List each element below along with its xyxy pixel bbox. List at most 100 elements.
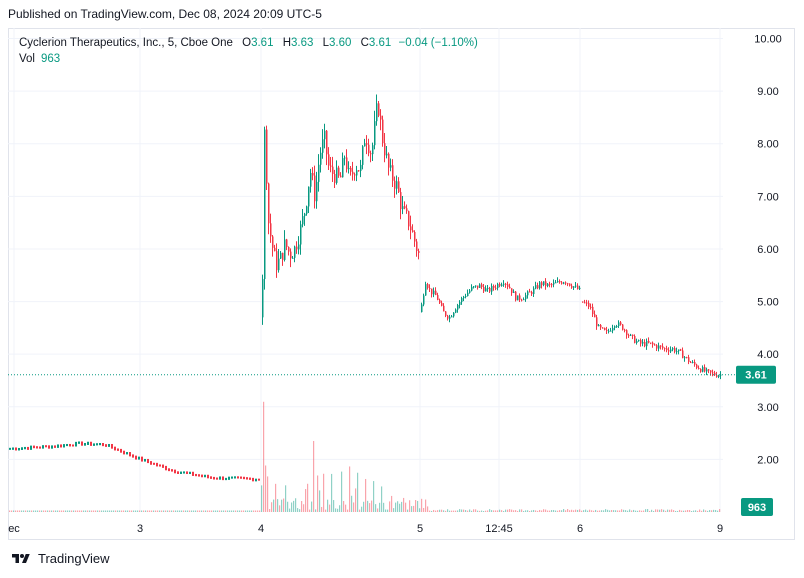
candle: [549, 283, 551, 285]
volume-bar: [547, 510, 549, 512]
volume-bar: [289, 508, 291, 512]
volume-bar: [703, 509, 705, 512]
candle: [666, 348, 668, 351]
volume-bar: [105, 510, 107, 512]
volume-bar: [623, 509, 625, 512]
volume-bar: [33, 510, 35, 512]
volume-bar: [169, 510, 171, 512]
volume-bar: [535, 510, 537, 512]
candle: [636, 341, 638, 343]
volume-bar: [285, 485, 287, 512]
volume-bar: [615, 510, 617, 512]
candle: [384, 143, 386, 156]
volume-bar: [369, 503, 371, 512]
volume-bar: [655, 509, 657, 512]
price-chart[interactable]: 10.00 9.00 8.00 7.00 6.00 5.00 4.00 3.00 2.00 ec…: [8, 28, 795, 540]
volume-bar: [343, 500, 345, 512]
volume-bar: [481, 510, 483, 512]
candle: [624, 329, 626, 331]
price-axis[interactable]: 10.00 9.00 8.00 7.00 6.00 5.00 4.00 3.00 2.00: [754, 34, 782, 467]
candle: [165, 465, 167, 471]
candle: [380, 115, 382, 120]
candle: [602, 327, 604, 329]
volume-bar: [589, 509, 591, 512]
candle: [533, 288, 535, 295]
volume-bar: [549, 510, 551, 512]
volume-bar: [707, 510, 709, 512]
candle: [286, 239, 288, 248]
volume-bar: [653, 510, 655, 512]
candle: [425, 284, 427, 296]
volume-bar: [529, 510, 531, 512]
volume-bar: [195, 510, 197, 512]
volume-bar: [335, 508, 337, 512]
candle: [252, 477, 254, 482]
volume-bar: [211, 510, 213, 512]
candle: [447, 315, 449, 319]
low-value: 3.60: [329, 37, 352, 49]
candle: [243, 476, 245, 480]
volume-bar: [563, 509, 565, 512]
chart-frame: [8, 28, 795, 540]
volume-bar: [65, 510, 67, 512]
volume-bar: [279, 505, 281, 512]
candle: [483, 286, 485, 292]
candle: [670, 349, 672, 352]
volume-bar: [671, 509, 673, 512]
candle: [12, 447, 14, 450]
candle: [204, 474, 206, 478]
volume-bar: [683, 510, 685, 512]
volume-bar: [167, 510, 169, 512]
candle: [168, 468, 170, 472]
low-label: L: [322, 37, 329, 49]
volume-bar: [637, 510, 639, 512]
candle: [481, 284, 483, 287]
volume-bar: [633, 509, 635, 512]
volume-bar: [431, 510, 433, 512]
volume-bar: [469, 509, 471, 512]
footer-brand-label: TradingView: [38, 551, 110, 566]
candle: [555, 282, 557, 284]
volume-bar: [395, 502, 397, 512]
candle: [183, 471, 185, 474]
volume-bar: [641, 510, 643, 512]
time-axis[interactable]: ec 3 4 5 12:45 6 9: [8, 523, 723, 535]
volume-bar: [687, 509, 689, 512]
volume-bar: [71, 510, 73, 512]
candle: [455, 309, 457, 313]
volume-bar: [217, 510, 219, 512]
volume-bar: [567, 509, 569, 512]
candle: [527, 291, 529, 296]
candle: [316, 181, 318, 202]
candle: [650, 342, 652, 344]
candle: [258, 478, 260, 481]
volume-bar: [429, 510, 431, 512]
volume-bar: [521, 509, 523, 512]
candle: [531, 291, 533, 295]
volume-bar: [247, 510, 249, 512]
volume-bar: [253, 510, 255, 512]
candle: [404, 206, 406, 209]
candle: [445, 311, 447, 316]
time-tick-label: 3: [137, 523, 143, 535]
candle: [334, 173, 336, 183]
footer-brand[interactable]: TradingView: [10, 551, 110, 566]
volume-bar: [139, 510, 141, 512]
candle: [628, 335, 630, 337]
candle: [680, 349, 682, 351]
candle: [475, 285, 477, 287]
volume-bar: [507, 509, 509, 512]
candle: [406, 208, 408, 212]
volume-bar: [449, 510, 451, 512]
volume-bar: [267, 476, 269, 512]
candle: [559, 281, 561, 283]
volume-bar: [577, 509, 579, 512]
candle: [111, 443, 113, 449]
last-price-badge: 3.61: [736, 365, 776, 384]
candle: [102, 442, 104, 447]
candle: [39, 446, 41, 449]
volume-bar: [527, 510, 529, 512]
candle: [499, 284, 501, 286]
volume-bar: [321, 506, 323, 512]
volume-bar: [397, 501, 399, 512]
